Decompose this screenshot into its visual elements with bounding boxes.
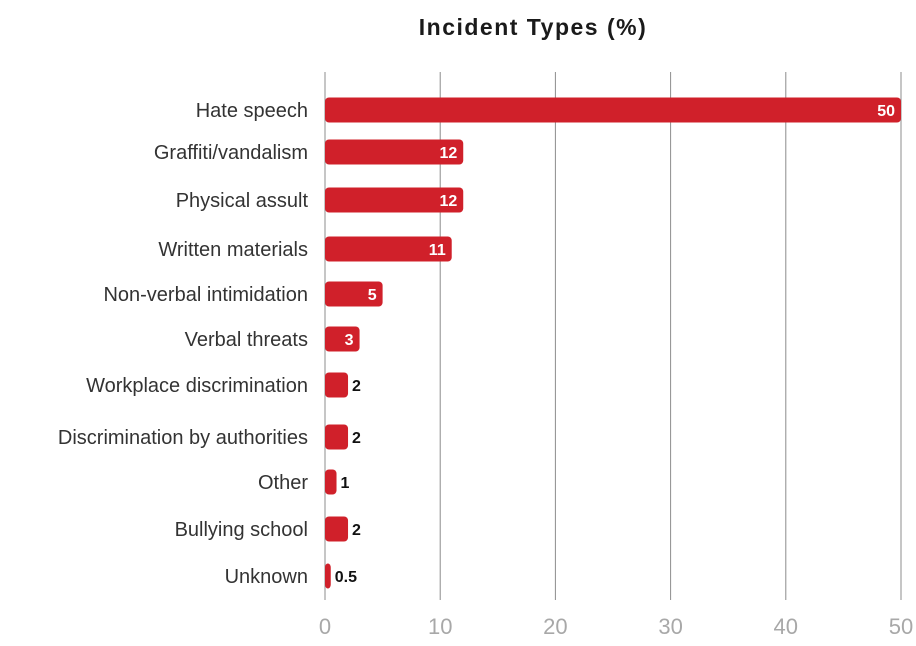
x-tick-label-20: 20 [543, 614, 567, 639]
bar-10 [325, 563, 331, 589]
x-tick-label-0: 0 [319, 614, 331, 639]
category-label-3: Written materials [158, 239, 308, 261]
category-label-10: Unknown [225, 566, 308, 588]
value-label-1: 12 [439, 145, 457, 162]
value-label-8: 1 [341, 475, 350, 492]
x-tick-label-40: 40 [774, 614, 798, 639]
category-label-1: Graffiti/vandalism [154, 142, 308, 164]
value-label-2: 12 [439, 193, 457, 210]
category-label-9: Bullying school [175, 519, 308, 541]
bar-1 [325, 139, 464, 165]
chart-title: Incident Types (%) [418, 14, 648, 40]
bar-8 [325, 469, 337, 495]
value-label-3: 11 [429, 242, 446, 259]
x-tick-label-10: 10 [428, 614, 452, 639]
value-label-5: 3 [345, 332, 354, 349]
category-label-7: Discrimination by authorities [58, 427, 308, 449]
category-label-0: Hate speech [196, 100, 308, 122]
category-label-8: Other [258, 472, 308, 494]
category-label-5: Verbal threats [185, 329, 308, 351]
value-label-4: 5 [368, 287, 377, 304]
value-label-6: 2 [352, 378, 361, 395]
bar-7 [325, 424, 349, 450]
bar-9 [325, 516, 349, 542]
value-label-0: 50 [877, 103, 895, 120]
x-tick-label-30: 30 [658, 614, 682, 639]
category-label-4: Non-verbal intimidation [103, 284, 308, 306]
bar-4 [325, 281, 383, 307]
value-label-7: 2 [352, 430, 361, 447]
value-label-9: 2 [352, 522, 361, 539]
bar-5 [325, 326, 360, 352]
bar-0 [325, 97, 901, 123]
bar-3 [325, 236, 452, 262]
x-tick-label-50: 50 [889, 614, 913, 639]
value-label-10: 0.5 [335, 569, 357, 586]
bar-6 [325, 372, 349, 398]
category-label-2: Physical assult [176, 190, 309, 212]
category-label-6: Workplace discrimination [86, 375, 308, 397]
bar-2 [325, 187, 464, 213]
